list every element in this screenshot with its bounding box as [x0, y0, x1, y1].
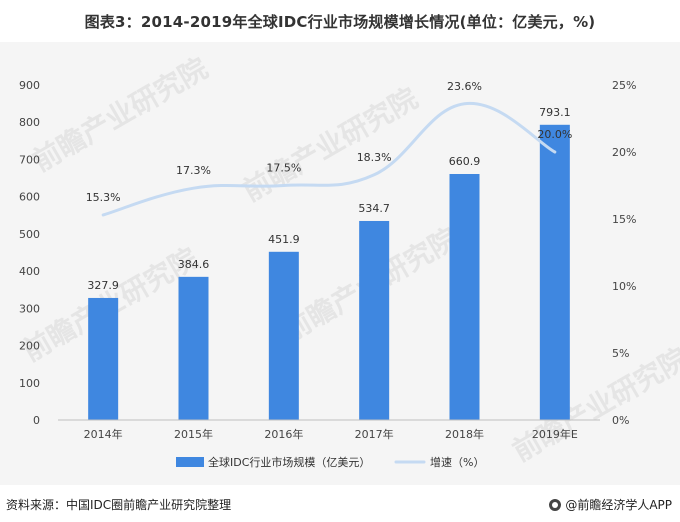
watermark-text: 前瞻产业研究院 [27, 51, 213, 178]
x-axis-tick-label: 2017年 [355, 427, 394, 441]
left-axis-tick-label: 100 [19, 377, 40, 390]
bar [449, 173, 480, 420]
growth-line [101, 102, 557, 217]
growth-line-group: 15.3% 17.3% 17.5% 18.3% 23.6% 20.0% [86, 80, 572, 217]
brand: @前瞻经济学人APP [549, 496, 672, 513]
watermark-text: 前瞻产业研究院 [237, 81, 423, 208]
chart-title: 图表3：2014-2019年全球IDC行业市场规模增长情况(单位：亿美元，%) [84, 12, 596, 31]
bar [178, 276, 209, 420]
right-axis-tick-label: 10% [612, 280, 636, 293]
bar [88, 297, 119, 420]
bar-value-label: 327.9 [87, 279, 119, 292]
left-axis-tick-label: 700 [19, 153, 40, 166]
bar-value-label: 384.6 [178, 258, 210, 271]
legend: 全球IDC行业市场规模（亿美元） 增速（%） [176, 455, 484, 469]
left-axis-tick-label: 500 [19, 228, 40, 241]
x-axis-tick-label: 2016年 [264, 427, 303, 441]
right-axis-tick-label: 15% [612, 213, 636, 226]
x-axis-tick-label: 2018年 [445, 427, 484, 441]
right-axis: 0% 5% 10% 15% 20% 25% [612, 79, 636, 427]
left-axis-tick-label: 0 [33, 414, 40, 427]
bars: 327.9 384.6 451.9 534.7 660.9 793.1 [87, 106, 571, 420]
left-axis-tick-label: 800 [19, 116, 40, 129]
bar-value-label: 451.9 [268, 233, 300, 246]
left-axis-tick-label: 400 [19, 265, 40, 278]
brand-logo-icon [549, 498, 562, 511]
legend-swatch-bar [176, 457, 204, 467]
chart: 前瞻产业研究院前瞻产业研究院前瞻产业研究院前瞻产业研究院前瞻产业研究院 0100… [17, 51, 680, 469]
growth-value-label: 20.0% [537, 128, 572, 141]
bar-value-label: 660.9 [449, 155, 481, 168]
x-axis-tick-label: 2014年 [84, 427, 123, 441]
bar [539, 124, 570, 420]
growth-value-label: 23.6% [447, 80, 482, 93]
left-axis-tick-label: 200 [19, 340, 40, 353]
brand-text: @前瞻经济学人APP [565, 498, 672, 512]
bar-value-label: 534.7 [358, 202, 390, 215]
x-axis: 2014年 2015年 2016年 2017年 2018年 2019年E [58, 419, 600, 441]
right-axis-tick-label: 0% [612, 414, 629, 427]
title-bar: 图表3：2014-2019年全球IDC行业市场规模增长情况(单位：亿美元，%) [0, 0, 680, 42]
source-text: 资料来源：中国IDC圈前瞻产业研究院整理 [6, 498, 232, 512]
left-axis-tick-label: 600 [19, 191, 40, 204]
legend-label-bar: 全球IDC行业市场规模（亿美元） [208, 455, 370, 469]
growth-value-label: 17.5% [266, 162, 301, 175]
right-axis-tick-label: 25% [612, 79, 636, 92]
bar-value-label: 793.1 [539, 106, 571, 119]
left-axis: 0 100 200 300 400 500 600 700 800 900 [19, 79, 40, 427]
x-axis-tick-label: 2015年 [174, 427, 213, 441]
right-axis-tick-label: 5% [612, 347, 629, 360]
right-axis-tick-label: 20% [612, 146, 636, 159]
bar [359, 220, 390, 420]
left-axis-tick-label: 900 [19, 79, 40, 92]
growth-value-label: 18.3% [357, 151, 392, 164]
growth-value-label: 17.3% [176, 164, 211, 177]
bar [268, 251, 299, 420]
footer: 资料来源：中国IDC圈前瞻产业研究院整理 @前瞻经济学人APP [0, 487, 680, 522]
left-axis-tick-label: 300 [19, 302, 40, 315]
growth-value-label: 15.3% [86, 191, 121, 204]
x-axis-tick-label: 2019年E [532, 427, 578, 441]
watermark-text: 前瞻产业研究院 [507, 341, 680, 468]
legend-label-line: 增速（%） [430, 455, 484, 469]
